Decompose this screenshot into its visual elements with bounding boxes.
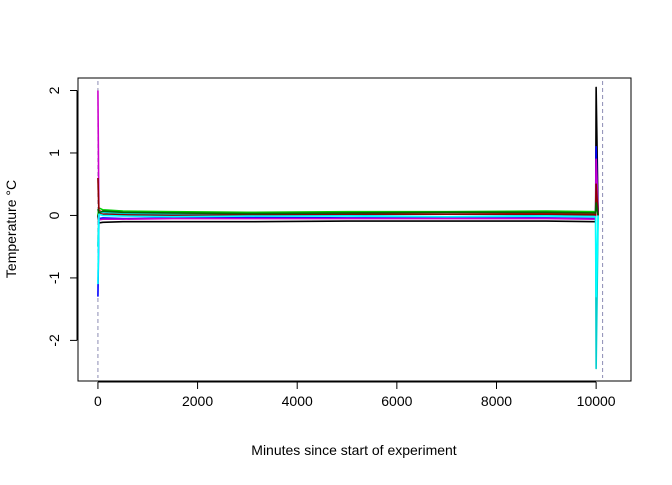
- y-axis-label: Temperature °C: [3, 180, 19, 278]
- series-line-8: [97, 213, 599, 298]
- reference-lines: [97, 81, 604, 378]
- series-line-7: [97, 202, 599, 216]
- x-tick-label-0: 0: [94, 393, 102, 409]
- x-tick-label-4: 8000: [481, 393, 512, 409]
- y-tick-label-0: -2: [46, 334, 62, 347]
- x-axis: 0 2000 4000 6000 8000 10000: [94, 381, 616, 409]
- series-layer: [97, 86, 599, 370]
- x-tick-label-5: 10000: [577, 393, 616, 409]
- y-tick-label-4: 2: [46, 86, 62, 94]
- y-tick-label-1: -1: [46, 271, 62, 284]
- plot-frame: [77, 77, 632, 382]
- y-tick-label-2: 0: [46, 211, 62, 219]
- y-axis: -2 -1 0 1 2: [46, 86, 78, 347]
- x-tick-label-1: 2000: [182, 393, 213, 409]
- x-tick-label-3: 6000: [381, 393, 412, 409]
- series-line-6: [97, 177, 599, 217]
- series-line-0: [97, 86, 599, 224]
- x-axis-label: Minutes since start of experiment: [251, 442, 457, 458]
- series-line-1: [97, 167, 599, 216]
- y-tick-label-3: 1: [46, 149, 62, 157]
- series-line-4: [97, 210, 599, 370]
- series-line-5: [97, 90, 599, 221]
- x-tick-label-2: 4000: [282, 393, 313, 409]
